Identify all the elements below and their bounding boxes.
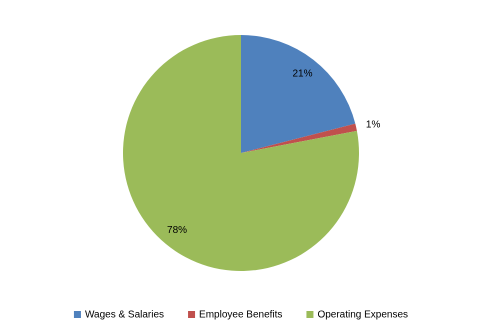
pie-slice bbox=[241, 123, 357, 153]
data-label: 78% bbox=[167, 225, 187, 236]
data-label: 1% bbox=[366, 120, 381, 131]
data-label: 21% bbox=[292, 68, 312, 79]
legend-swatch bbox=[306, 311, 314, 318]
legend-label: Wages & Salaries bbox=[85, 310, 164, 321]
legend-label: Employee Benefits bbox=[199, 310, 282, 321]
pie-slice bbox=[241, 35, 356, 153]
legend-swatch bbox=[73, 311, 81, 318]
legend-label: Operating Expenses bbox=[317, 310, 408, 321]
pie-slice bbox=[122, 34, 359, 271]
legend-swatch bbox=[188, 311, 196, 318]
